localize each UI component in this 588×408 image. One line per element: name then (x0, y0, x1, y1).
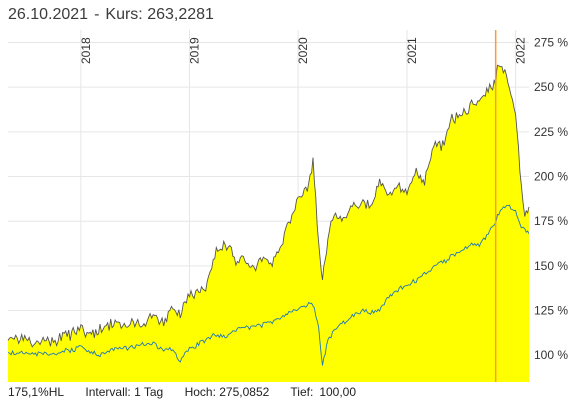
low-label: Tief: (290, 385, 314, 399)
quote-date: 26.10.2021 (8, 6, 89, 23)
hl-value: 175,1%HL (8, 385, 65, 399)
y-tick-label: 125 % (534, 304, 568, 318)
x-tick-label: 2021 (405, 37, 419, 64)
x-tick-label: 2019 (188, 37, 202, 64)
chart-footer: 175,1%HL Intervall: 1 Tag Hoch: 275,0852… (8, 385, 356, 403)
interval-value: Intervall: 1 Tag (85, 385, 164, 399)
chart-header: 26.10.2021- Kurs: 263,2281 (8, 6, 214, 28)
y-tick-label: 250 % (534, 80, 568, 94)
y-tick-label: 100 % (534, 348, 568, 362)
x-tick-label: 2022 (514, 37, 528, 64)
quote-price: Kurs: 263,2281 (105, 6, 214, 23)
y-tick-label: 275 % (534, 36, 568, 50)
x-tick-label: 2018 (79, 37, 93, 64)
high-value: Hoch: 275,0852 (184, 385, 270, 399)
line-layer (7, 30, 530, 382)
series-line (7, 64, 530, 348)
x-tick-label: 2020 (296, 37, 310, 64)
series-area (8, 65, 529, 383)
y-tick-label: 175 % (534, 214, 568, 228)
y-tick-label: 225 % (534, 125, 568, 139)
benchmark-line (7, 204, 530, 366)
y-tick-label: 200 % (534, 170, 568, 184)
low-value: 100,00 (319, 385, 357, 399)
axis-layer: 100 % 125 % 150 % 175 % 200 % 225 % 250 % 275 %… (79, 36, 568, 363)
header-separator: - (94, 6, 100, 23)
y-tick-label: 150 % (534, 259, 568, 273)
area-layer (8, 65, 529, 383)
